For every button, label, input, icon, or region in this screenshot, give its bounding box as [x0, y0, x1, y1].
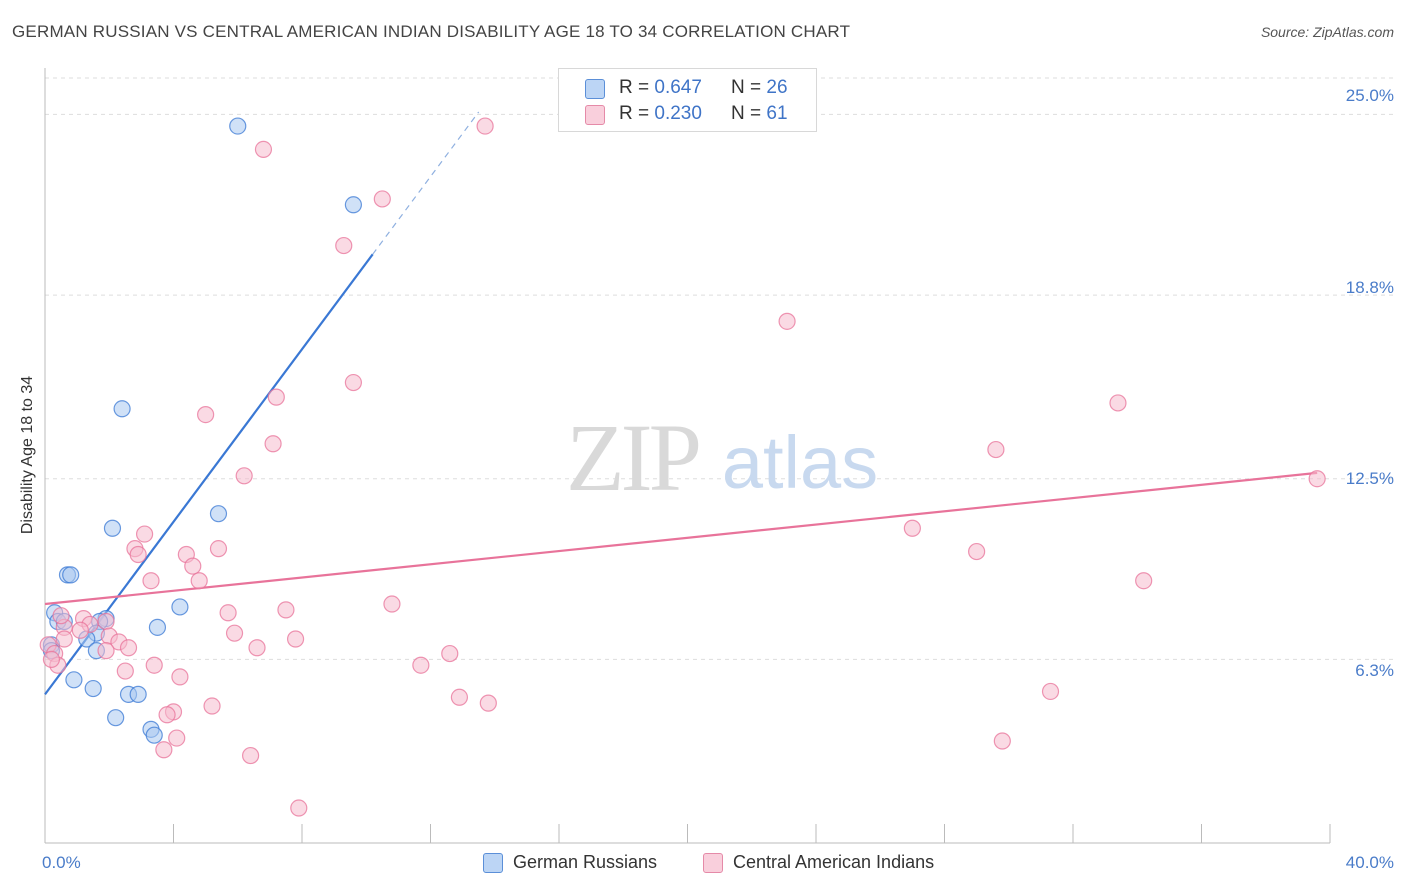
data-point: [286, 630, 305, 648]
legend-swatch-blue: [483, 853, 503, 873]
data-point: [62, 566, 80, 584]
data-point: [219, 604, 237, 622]
y-tick-label: 18.8%: [1345, 278, 1394, 297]
data-point: [903, 519, 921, 537]
data-point: [993, 732, 1011, 750]
data-point: [1135, 572, 1153, 590]
axis-layer: [44, 68, 1331, 844]
data-point: [158, 706, 176, 724]
chart-title: GERMAN RUSSIAN VS CENTRAL AMERICAN INDIA…: [12, 22, 851, 41]
legend-n: N = 26: [731, 77, 788, 99]
legend-r-label: R =: [619, 77, 650, 98]
data-point: [155, 741, 173, 759]
data-point: [119, 639, 138, 657]
y-tick-label: 12.5%: [1345, 469, 1394, 488]
data-point: [97, 642, 115, 660]
data-point: [383, 595, 401, 613]
data-point: [84, 679, 102, 698]
x-tick-label: 0.0%: [42, 853, 81, 872]
data-point: [344, 373, 362, 392]
data-point: [229, 117, 247, 135]
data-point: [190, 572, 208, 590]
data-point: [116, 662, 134, 680]
data-point: [145, 656, 163, 674]
data-point: [267, 388, 285, 406]
watermark-atlas: atlas: [722, 421, 878, 504]
data-point: [71, 621, 89, 639]
data-point: [1109, 394, 1127, 412]
legend-n-label: N =: [731, 103, 762, 124]
legend-r-label: R =: [619, 103, 650, 124]
data-point: [171, 598, 189, 616]
data-point: [476, 117, 494, 135]
data-point: [264, 435, 282, 453]
data-point: [171, 668, 189, 686]
trend-line: [44, 471, 1318, 606]
data-point: [412, 656, 430, 674]
data-point: [242, 746, 260, 765]
data-point: [1308, 470, 1326, 488]
y-axis-label: Disability Age 18 to 34: [19, 375, 36, 535]
data-point: [107, 709, 125, 727]
legend-swatch-pink: [703, 853, 723, 873]
legend-label: German Russians: [513, 852, 658, 872]
data-point: [335, 236, 353, 255]
data-point: [209, 505, 228, 523]
data-point: [148, 618, 167, 636]
data-point: [135, 525, 154, 543]
data-point: [52, 607, 70, 625]
data-point: [103, 519, 122, 537]
x-tick-label: 40.0%: [1345, 853, 1394, 872]
legend-n-label: N =: [731, 77, 762, 98]
data-point: [97, 612, 115, 631]
legend-label: Central American Indians: [733, 852, 935, 872]
data-point: [65, 671, 83, 689]
data-point: [450, 688, 469, 706]
legend-r-value: 0.230: [654, 103, 702, 124]
legend-n-value: 26: [766, 77, 788, 98]
data-point: [290, 799, 308, 817]
data-point: [254, 140, 273, 158]
data-point: [55, 630, 73, 648]
legend-swatch-blue: [585, 79, 605, 99]
data-point: [968, 542, 986, 561]
legend-swatch-pink: [585, 105, 605, 125]
data-point: [184, 557, 202, 575]
data-point: [373, 190, 391, 208]
correlation-legend: R = 0.647 N = 26 R = 0.230 N = 61: [558, 68, 817, 132]
source-label: Source: ZipAtlas.com: [1260, 24, 1394, 40]
data-point: [142, 572, 160, 590]
data-point: [225, 624, 244, 642]
data-point: [1041, 682, 1060, 701]
points-layer: [39, 117, 1326, 817]
data-point: [479, 694, 497, 712]
data-point: [778, 312, 796, 330]
data-point: [248, 639, 266, 657]
data-point: [235, 467, 253, 485]
data-point: [129, 685, 147, 703]
legend-r: R = 0.647: [619, 77, 702, 99]
data-point: [277, 601, 295, 619]
data-point: [987, 440, 1005, 459]
trend-line-extension: [372, 111, 480, 255]
legend-r-value: 0.647: [654, 77, 702, 98]
legend-n: N = 61: [731, 103, 788, 125]
legend-r: R = 0.230: [619, 103, 702, 125]
data-point: [145, 726, 163, 744]
grid-layer: [45, 77, 1395, 660]
data-point: [129, 545, 147, 564]
data-point: [203, 697, 221, 715]
data-point: [209, 540, 228, 558]
legend-n-value: 61: [766, 103, 788, 124]
data-point: [197, 406, 215, 424]
data-point: [42, 650, 61, 669]
y-tick-label: 25.0%: [1345, 86, 1394, 105]
data-point: [113, 400, 131, 418]
watermark-zip: ZIP: [566, 404, 699, 511]
data-point: [344, 196, 362, 214]
data-point: [168, 729, 186, 747]
y-tick-label: 6.3%: [1355, 661, 1394, 680]
data-point: [441, 644, 459, 663]
